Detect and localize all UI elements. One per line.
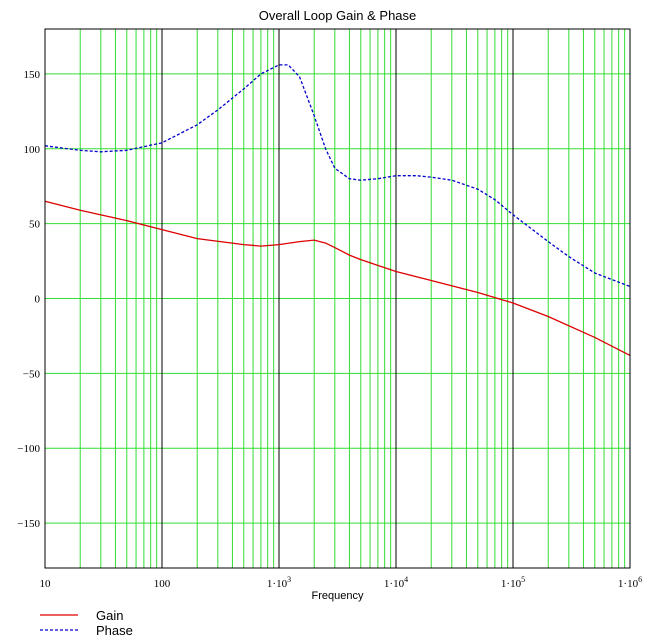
y-tick-label: 150	[24, 69, 41, 81]
y-tick-label: −50	[23, 368, 41, 380]
series-line-gain	[44, 200, 631, 356]
x-axis-label: Frequency	[312, 590, 364, 602]
chart-title: Overall Loop Gain & Phase	[259, 8, 417, 23]
x-tick-label: 1·105	[501, 575, 525, 590]
y-tick-label: 50	[29, 219, 41, 231]
y-tick-label: −100	[17, 443, 40, 455]
grid-minor-lines	[45, 29, 630, 568]
grid-decade-lines	[161, 29, 514, 568]
series-line-phase	[44, 64, 631, 288]
plot-frame	[44, 28, 631, 569]
legend-label-phase: Phase	[96, 623, 133, 638]
y-axis-tick-labels: 150 100 50 0 −50 −100 −150	[17, 69, 40, 530]
x-tick-label: 1·106	[618, 575, 642, 590]
y-tick-label: 100	[24, 144, 41, 156]
x-tick-label: 100	[154, 578, 171, 590]
y-tick-label: −150	[17, 518, 40, 530]
x-tick-label: 1·104	[384, 575, 408, 590]
x-tick-label: 1·103	[267, 575, 291, 590]
x-axis-tick-labels: 10 100 1·103 1·104 1·105 1·106	[40, 575, 643, 590]
series-layer	[44, 64, 631, 356]
y-tick-label: 0	[35, 294, 41, 306]
legend-label-gain: Gain	[96, 608, 123, 623]
x-tick-label: 10	[40, 578, 52, 590]
